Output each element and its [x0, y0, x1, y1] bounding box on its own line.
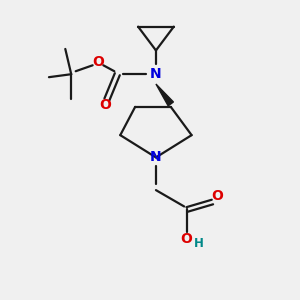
Text: O: O [180, 232, 192, 246]
Text: O: O [92, 55, 104, 69]
Text: O: O [100, 98, 111, 112]
Text: N: N [150, 150, 162, 164]
Text: H: H [194, 236, 203, 250]
Text: O: O [211, 189, 223, 203]
Polygon shape [156, 84, 173, 106]
Text: N: N [150, 67, 162, 81]
